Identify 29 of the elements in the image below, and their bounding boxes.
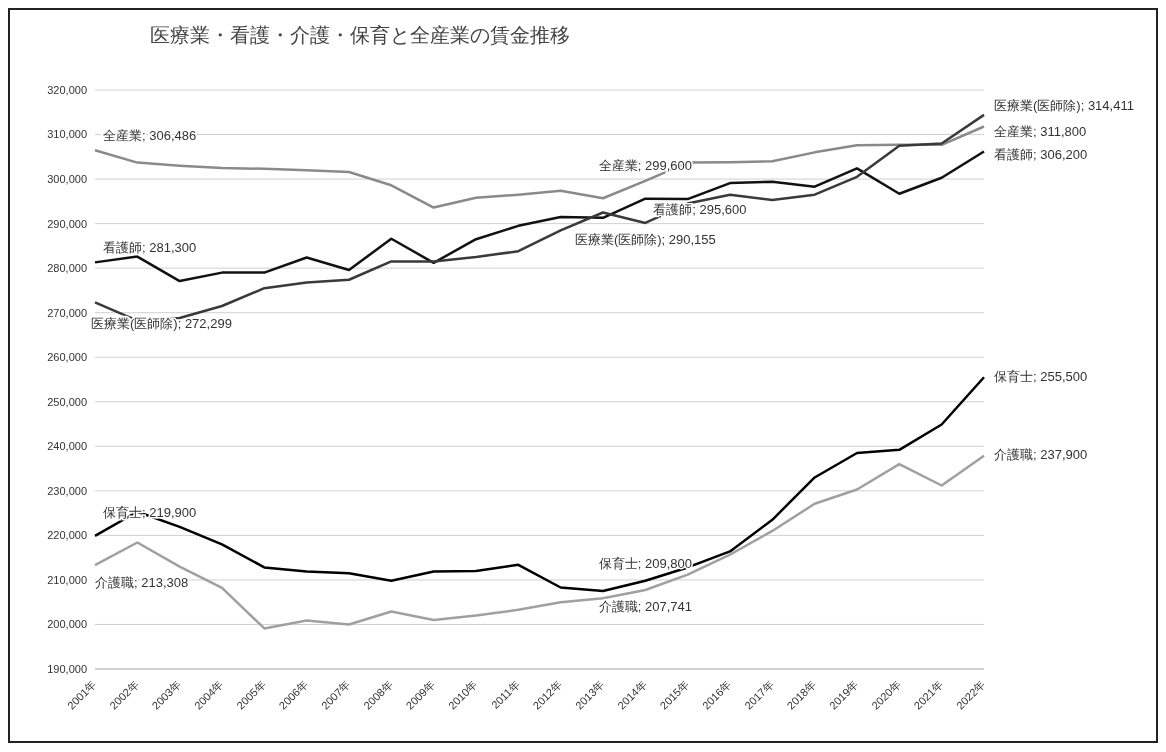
data-label: 保育士; 255,500 <box>994 368 1088 384</box>
data-label: 介護職; 207,741 <box>598 599 692 615</box>
data-label: 看護師; 281,300 <box>103 239 197 255</box>
chart-title: 医療業・看護・介護・保育と全産業の賃金推移 <box>150 23 570 48</box>
y-tick-label: 280,000 <box>47 262 87 275</box>
data-label: 保育士; 209,800 <box>598 556 692 572</box>
y-tick-label: 260,000 <box>47 351 87 364</box>
y-tick-label: 220,000 <box>47 529 87 542</box>
y-tick-label: 300,000 <box>47 172 87 185</box>
data-label: 看護師; 306,200 <box>994 146 1088 162</box>
y-tick-label: 210,000 <box>47 573 87 586</box>
data-label: 介護職; 213,308 <box>95 574 189 590</box>
data-label: 医療業(医師除); 314,411 <box>994 98 1134 114</box>
data-label: 医療業(医師除); 290,155 <box>574 232 716 248</box>
y-tick-label: 320,000 <box>47 83 87 96</box>
line-series <box>93 150 986 283</box>
line-series <box>93 376 986 593</box>
y-tick-label: 200,000 <box>47 618 87 631</box>
data-label: 全産業; 306,486 <box>103 127 197 143</box>
y-tick-label: 250,000 <box>47 395 87 408</box>
y-tick-label: 290,000 <box>47 217 87 230</box>
y-tick-label: 310,000 <box>47 128 87 141</box>
data-label: 全産業; 311,800 <box>994 123 1087 139</box>
y-tick-label: 230,000 <box>47 484 87 497</box>
line-series <box>93 454 986 630</box>
y-tick-label: 190,000 <box>47 662 87 675</box>
data-label: 介護職; 237,900 <box>994 447 1088 463</box>
y-tick-label: 240,000 <box>47 440 87 453</box>
y-tick-label: 270,000 <box>47 306 87 319</box>
